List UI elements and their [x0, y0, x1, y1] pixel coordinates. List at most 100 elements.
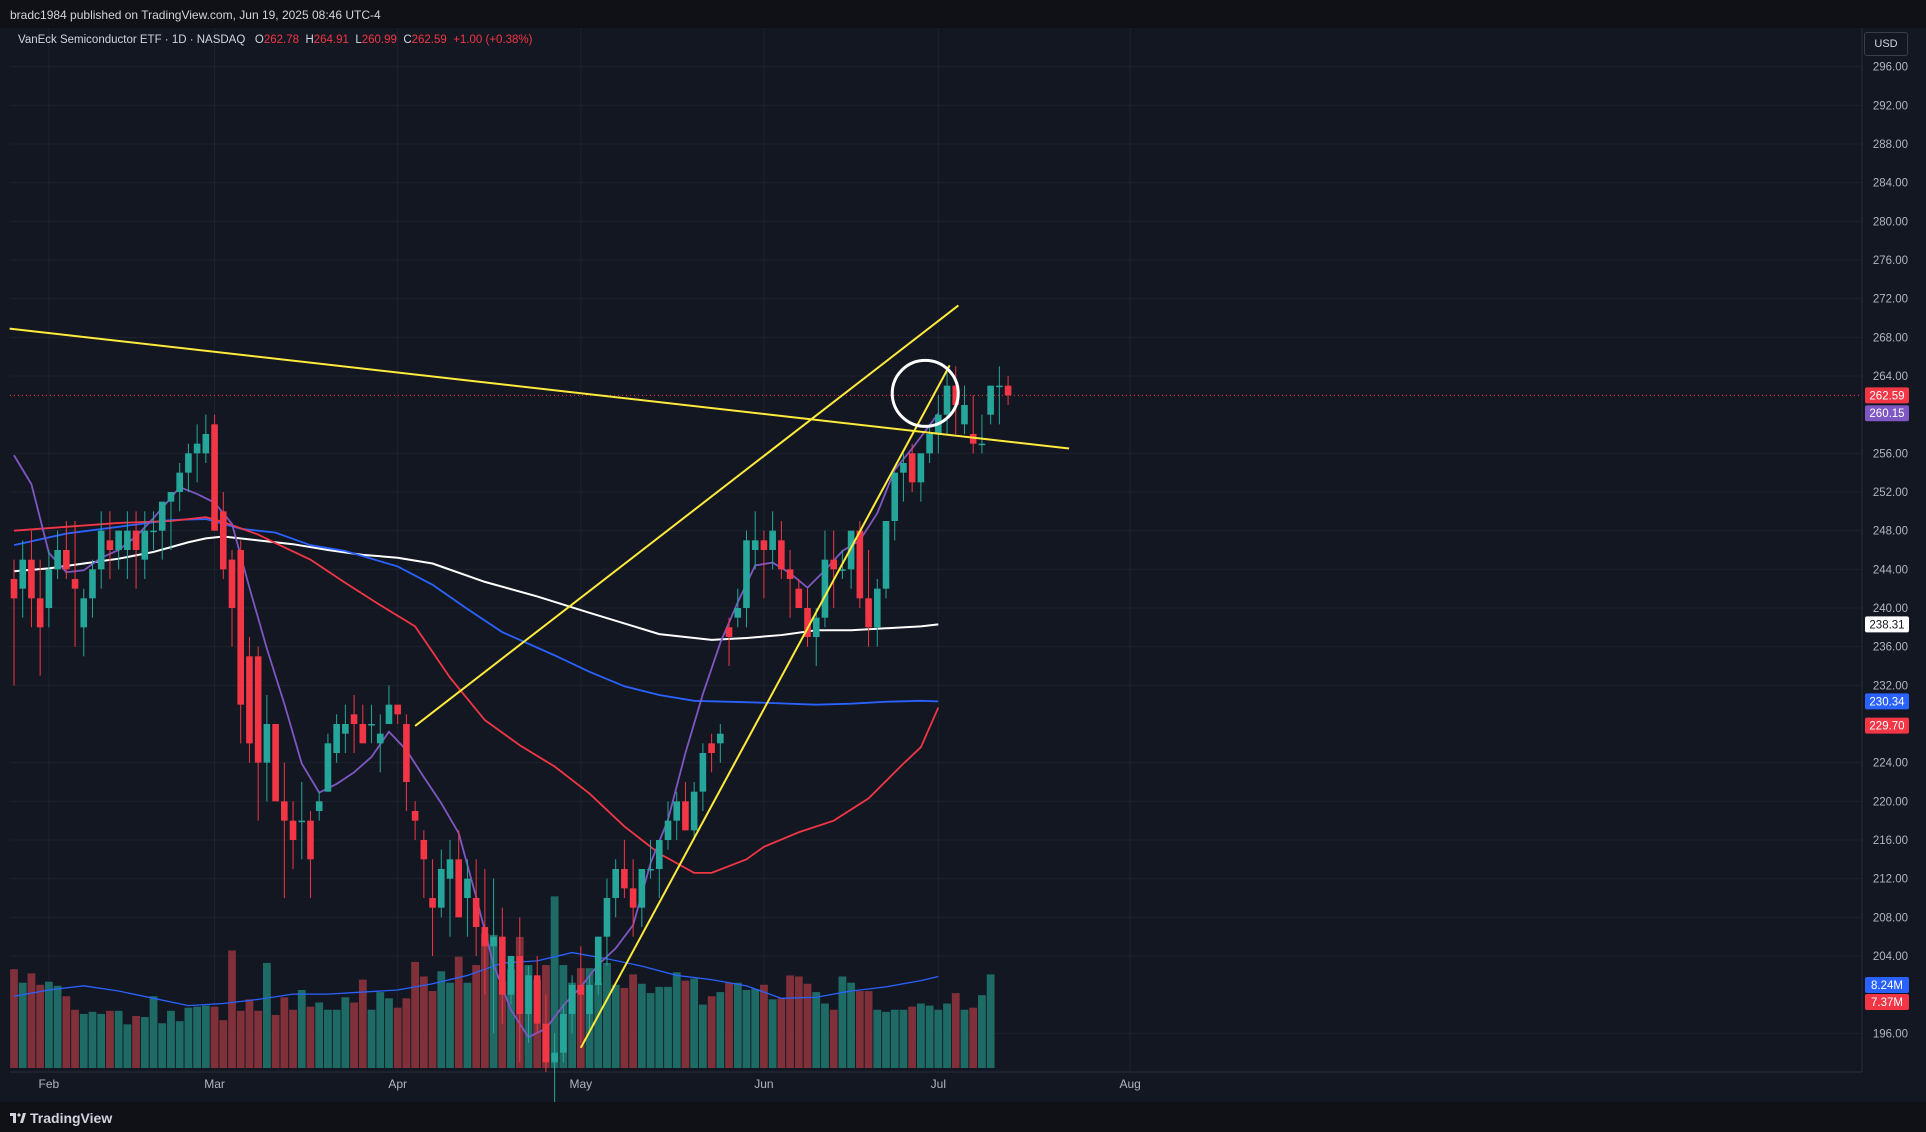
volume-bar [463, 982, 472, 1068]
open-value: 262.78 [263, 34, 300, 46]
x-tick-label: Jun [754, 1077, 773, 1091]
volume-bar [53, 985, 62, 1068]
volume-bar [794, 976, 803, 1068]
close-label: C [403, 34, 412, 46]
candle-body [368, 724, 375, 726]
volume-bar [498, 981, 507, 1068]
volume-bar [821, 1003, 829, 1068]
volume-bar [507, 969, 515, 1068]
volume-bar [620, 987, 629, 1068]
volume-bar [838, 976, 847, 1068]
volume-bar [637, 983, 646, 1068]
currency-button[interactable]: USD [1864, 32, 1908, 56]
volume-bar [271, 1014, 280, 1068]
candle-body [115, 530, 122, 550]
candle-body [342, 724, 349, 734]
price-labels: 262.59 260.15 238.31 230.34 229.70 8.24M 7.37M [1865, 387, 1909, 1010]
trendlines[interactable] [9, 304, 1070, 1049]
candle-body [359, 724, 367, 744]
symbol-title[interactable]: VanEck Semiconductor ETF · 1D · NASDAQ [18, 34, 246, 46]
candle-body [71, 579, 79, 589]
candle-body [10, 579, 18, 599]
y-tick-label: 296.00 [1873, 62, 1908, 74]
candle-body [638, 869, 646, 908]
sma-10-label: 260.15 [1869, 408, 1904, 420]
candle-body [961, 405, 968, 425]
sma-50-line [13, 516, 940, 874]
candles [10, 366, 1012, 1132]
volume-bar [385, 998, 393, 1068]
candle-body [437, 869, 445, 908]
price-axis[interactable]: 296.00 292.00 288.00 284.00 280.00 276.00 272.… [1873, 62, 1908, 1041]
symbol-legend[interactable]: VanEck Semiconductor ETF · 1D · NASDAQ O… [18, 34, 532, 46]
candle-body [80, 598, 88, 628]
volume-bar [158, 1023, 167, 1068]
volume-bar [219, 1020, 228, 1068]
volume-bar [646, 993, 655, 1068]
tradingview-logo[interactable]: TradingView [10, 1110, 112, 1126]
y-tick-label: 220.00 [1873, 796, 1908, 808]
last-price-label-bg [1865, 387, 1909, 404]
volume-bar [690, 978, 699, 1068]
candle-body [612, 869, 619, 898]
candle-body [446, 859, 454, 879]
volume-bar [960, 1009, 969, 1068]
candle-body [28, 559, 35, 599]
volume-ma-label: 8.24M [1871, 980, 1903, 992]
candle-body [1004, 385, 1012, 396]
volume-bar [882, 1011, 890, 1068]
candle-body [158, 501, 166, 531]
candle-body [289, 820, 297, 840]
y-tick-label: 196.00 [1873, 1028, 1908, 1040]
candle-body [987, 385, 994, 415]
candle-body [969, 434, 977, 444]
candle-body [952, 385, 960, 405]
volume-bar [768, 999, 777, 1068]
candle-body [533, 975, 541, 1024]
volume-bar [193, 1006, 202, 1068]
candle-body [655, 840, 663, 869]
candle-body [795, 588, 803, 608]
candle-body [908, 453, 916, 483]
volume-bar [297, 990, 306, 1068]
candle-body [63, 550, 70, 570]
volume-bar [376, 992, 385, 1068]
candle-body [36, 598, 44, 628]
candle-body [900, 463, 907, 473]
volume-bar [350, 1002, 358, 1068]
y-tick-label: 216.00 [1873, 835, 1908, 847]
tradingview-logo-icon [10, 1113, 26, 1123]
candle-body [725, 627, 733, 637]
candle-body [525, 975, 532, 1014]
candle-body [673, 801, 681, 821]
y-tick-label: 236.00 [1873, 642, 1908, 654]
y-tick-label: 240.00 [1873, 603, 1908, 615]
volume-bar [254, 1010, 263, 1068]
candle-body [394, 704, 401, 715]
volume-bar [245, 999, 254, 1068]
candle-body [272, 724, 279, 802]
x-tick-label: Mar [204, 1077, 225, 1091]
candle-body [228, 559, 236, 608]
candle-body [786, 569, 794, 579]
candle-body [647, 869, 654, 871]
volume-bar [332, 1009, 341, 1068]
volume-bar [341, 997, 350, 1068]
time-axis[interactable]: Feb Mar Apr May Jun Jul Aug [39, 1077, 1141, 1091]
y-tick-label: 268.00 [1873, 332, 1908, 344]
candle-body [411, 811, 419, 821]
volume-bar [358, 979, 367, 1068]
y-tick-label: 252.00 [1873, 487, 1908, 499]
volume-bar [428, 991, 437, 1068]
volume-bar [367, 1009, 376, 1068]
x-tick-label: Jul [931, 1077, 946, 1091]
sma-200-label: 238.31 [1869, 619, 1904, 631]
volume-bar [419, 976, 428, 1068]
trendline [414, 304, 959, 727]
volume-bar [18, 982, 27, 1068]
volume-bar [733, 982, 742, 1068]
candle-body [760, 540, 768, 550]
candle-body [263, 724, 271, 763]
candle-body [917, 453, 925, 483]
